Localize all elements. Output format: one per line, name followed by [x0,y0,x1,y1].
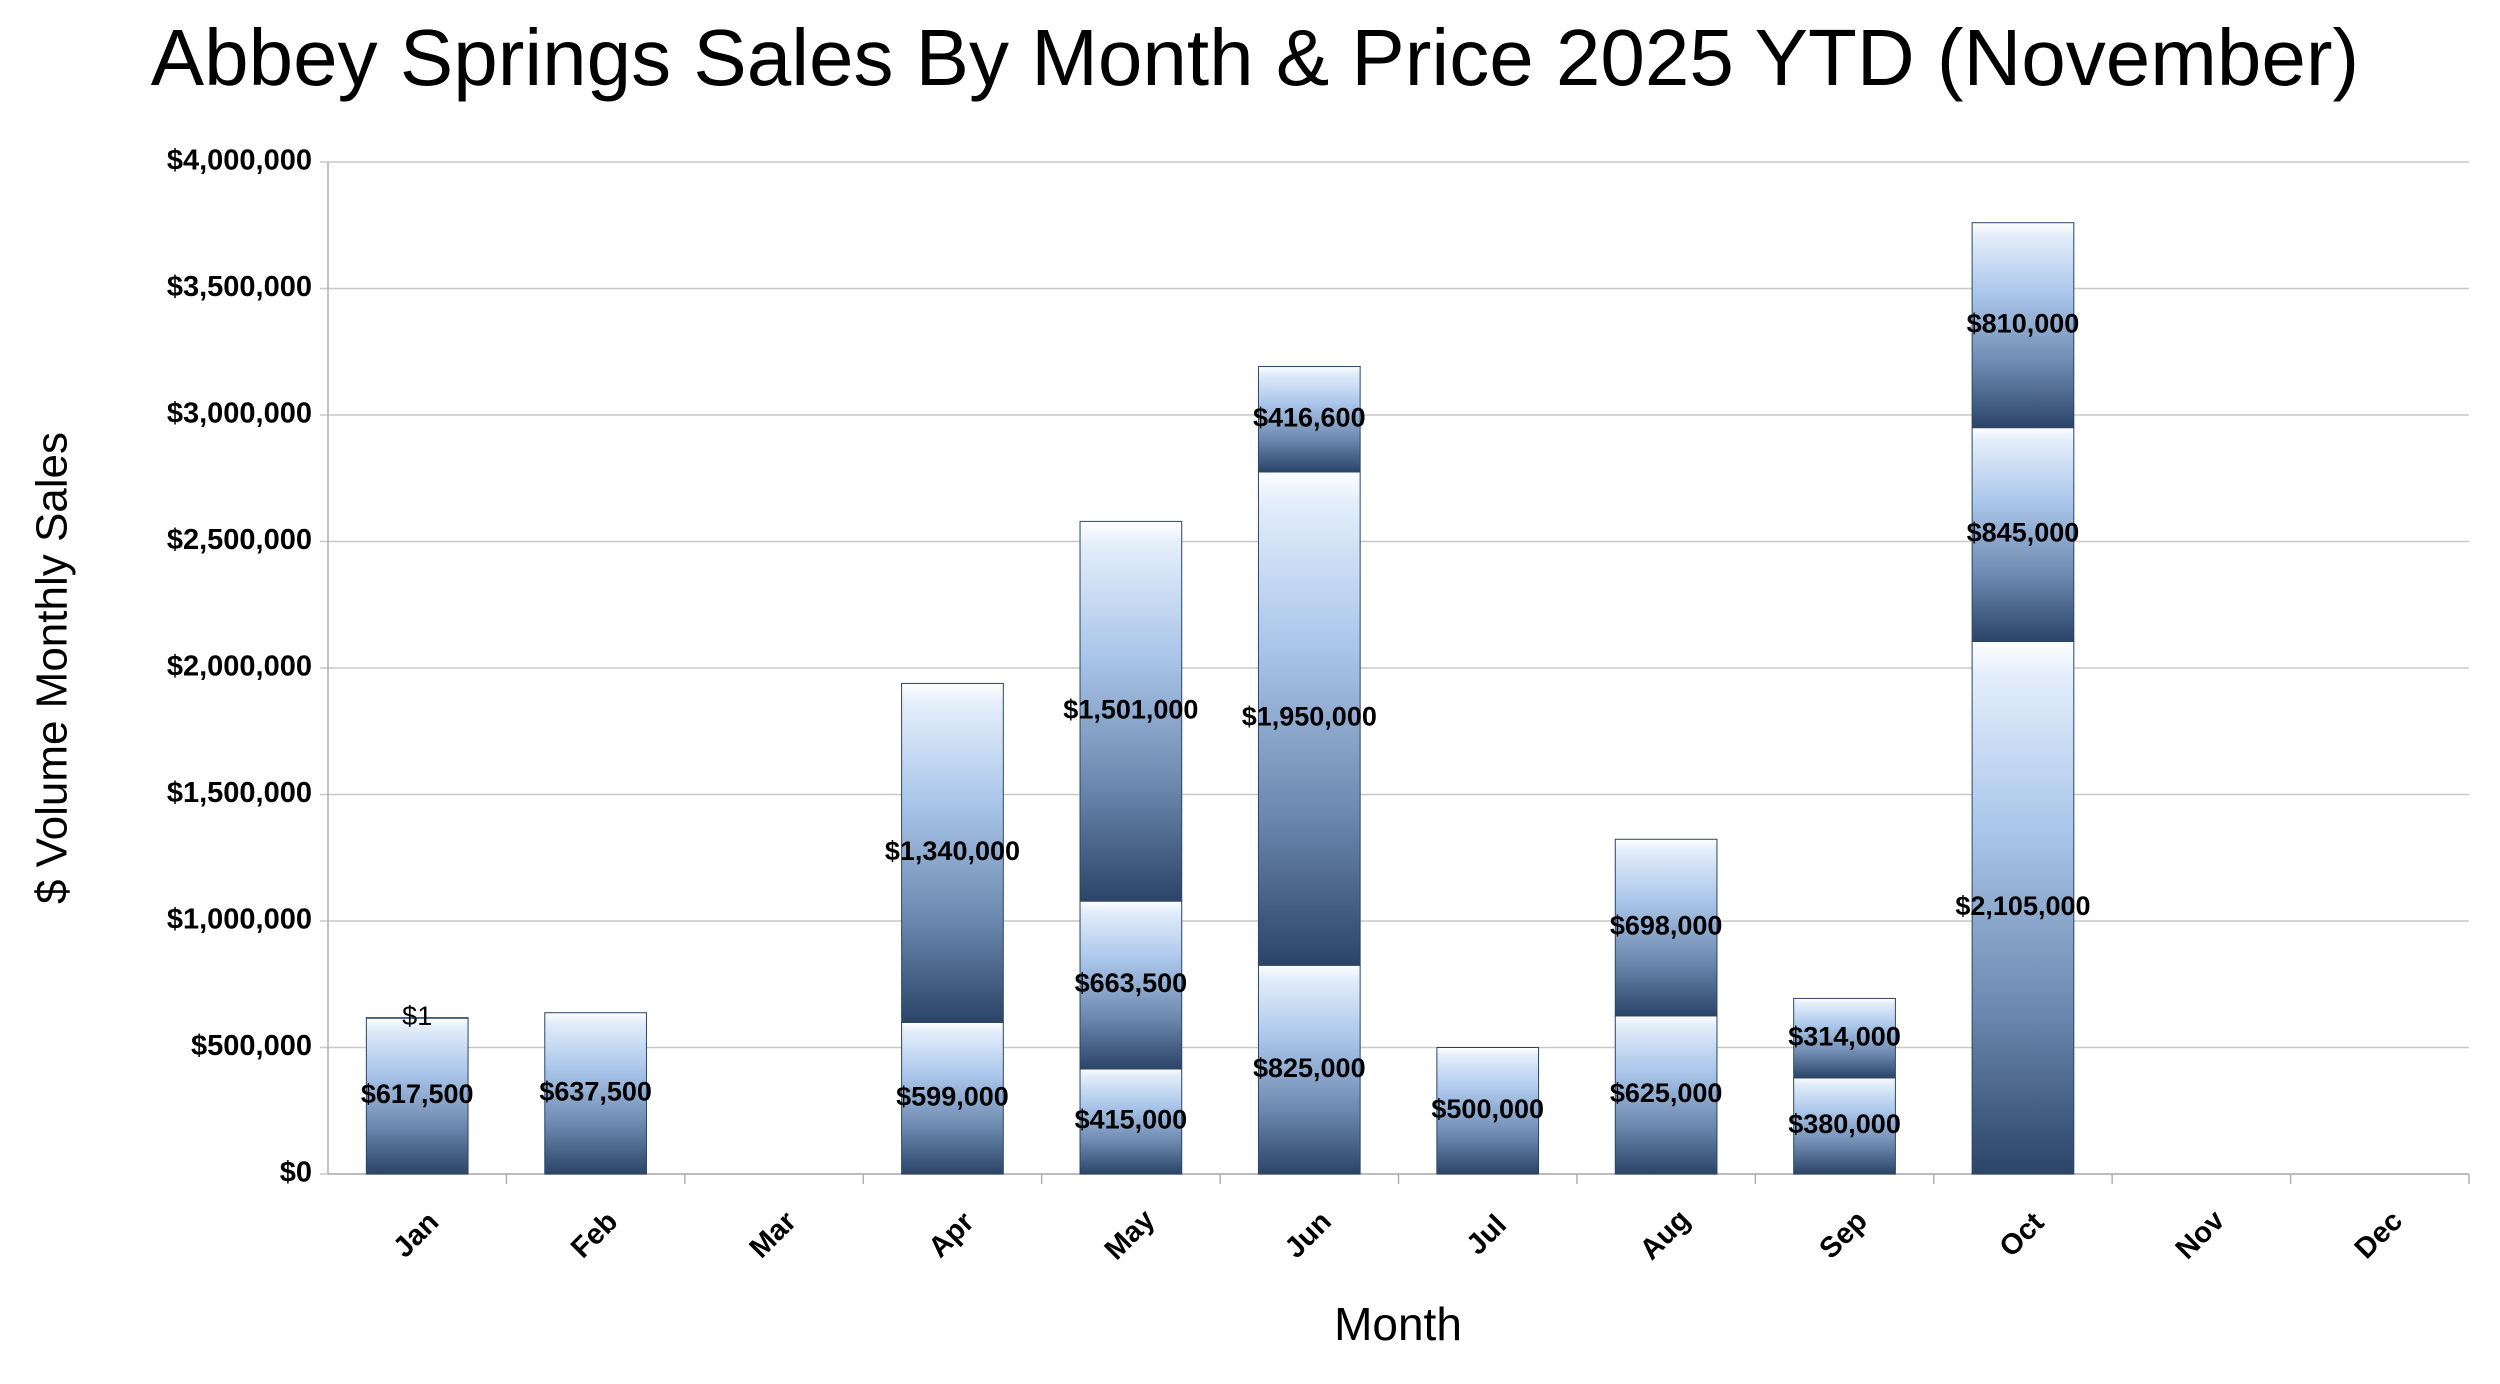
data-label: $415,000 [1075,1105,1188,1135]
data-label: $1,340,000 [885,836,1020,866]
data-label: $1,950,000 [1242,702,1377,732]
bar-segment [1971,222,2075,429]
bar-segment [1079,520,1183,902]
data-label: $2,105,000 [1955,891,2090,921]
x-tick-label: May [1099,1204,1162,1267]
x-axis-title: Month [1334,1298,1462,1350]
y-tick-label: $3,000,000 [167,398,312,430]
x-tick-label: Apr [923,1206,981,1264]
y-tick-label: $3,500,000 [167,271,312,303]
data-label: $625,000 [1610,1078,1723,1108]
x-tick-label: Dec [2349,1205,2409,1265]
y-tick-label: $1,500,000 [167,777,312,809]
y-tick-label: $2,000,000 [167,651,312,683]
data-label: $637,500 [539,1076,652,1106]
x-tick-label: Aug [1634,1204,1696,1266]
data-label: $1,501,000 [1063,694,1198,724]
bar-segment [365,1017,469,1175]
bar-segment [901,1021,1004,1175]
bar-segment [1614,1015,1718,1175]
data-label: $698,000 [1610,911,1723,941]
bar-segment [1614,838,1718,1017]
bar-segment [365,1017,469,1019]
bar-segment [1257,366,1361,473]
bar-segment [1079,1068,1183,1175]
bar-segment [1793,1077,1896,1175]
bar-segment [1971,640,2075,1175]
y-tick-label: $2,500,000 [167,524,312,556]
bar-segment [1971,427,2075,642]
x-tick-label: Jul [1461,1209,1513,1261]
bar-segment [544,1012,647,1175]
data-label: $380,000 [1788,1109,1901,1139]
data-label: $617,500 [361,1079,474,1109]
y-tick-label: $4,000,000 [167,145,312,177]
x-tick-label: Nov [2170,1204,2231,1265]
data-label: $500,000 [1431,1094,1544,1124]
data-label: $845,000 [1967,518,2080,548]
bar-segment [1257,471,1361,966]
x-tick-label: Jun [1279,1206,1338,1265]
x-tick-label: Feb [565,1206,624,1265]
data-label: $1 [402,1001,432,1031]
y-tick-label: $1,000,000 [167,904,312,936]
data-label: $314,000 [1788,1021,1901,1051]
bar-segment [901,682,1004,1023]
bar-segment [1079,900,1183,1070]
chart-title: Abbey Springs Sales By Month & Price 202… [151,13,2359,102]
data-label: $810,000 [1967,308,2080,338]
data-label: $825,000 [1253,1053,1366,1083]
x-tick-label: Oct [1994,1206,2051,1263]
data-label: $416,600 [1253,402,1366,432]
data-label: $599,000 [896,1081,1009,1111]
bar-segment [1257,964,1361,1175]
data-label: $663,500 [1075,968,1188,998]
bar-segment [1436,1047,1540,1175]
bar-segment [1793,997,1896,1079]
y-tick-label: $0 [280,1157,312,1189]
x-tick-label: Jan [387,1206,445,1264]
x-tick-label: Mar [744,1206,803,1265]
y-tick-label: $500,000 [191,1030,312,1062]
x-tick-label: Sep [1813,1205,1873,1265]
y-axis-title: $ Volume Monthly Sales [28,432,77,904]
